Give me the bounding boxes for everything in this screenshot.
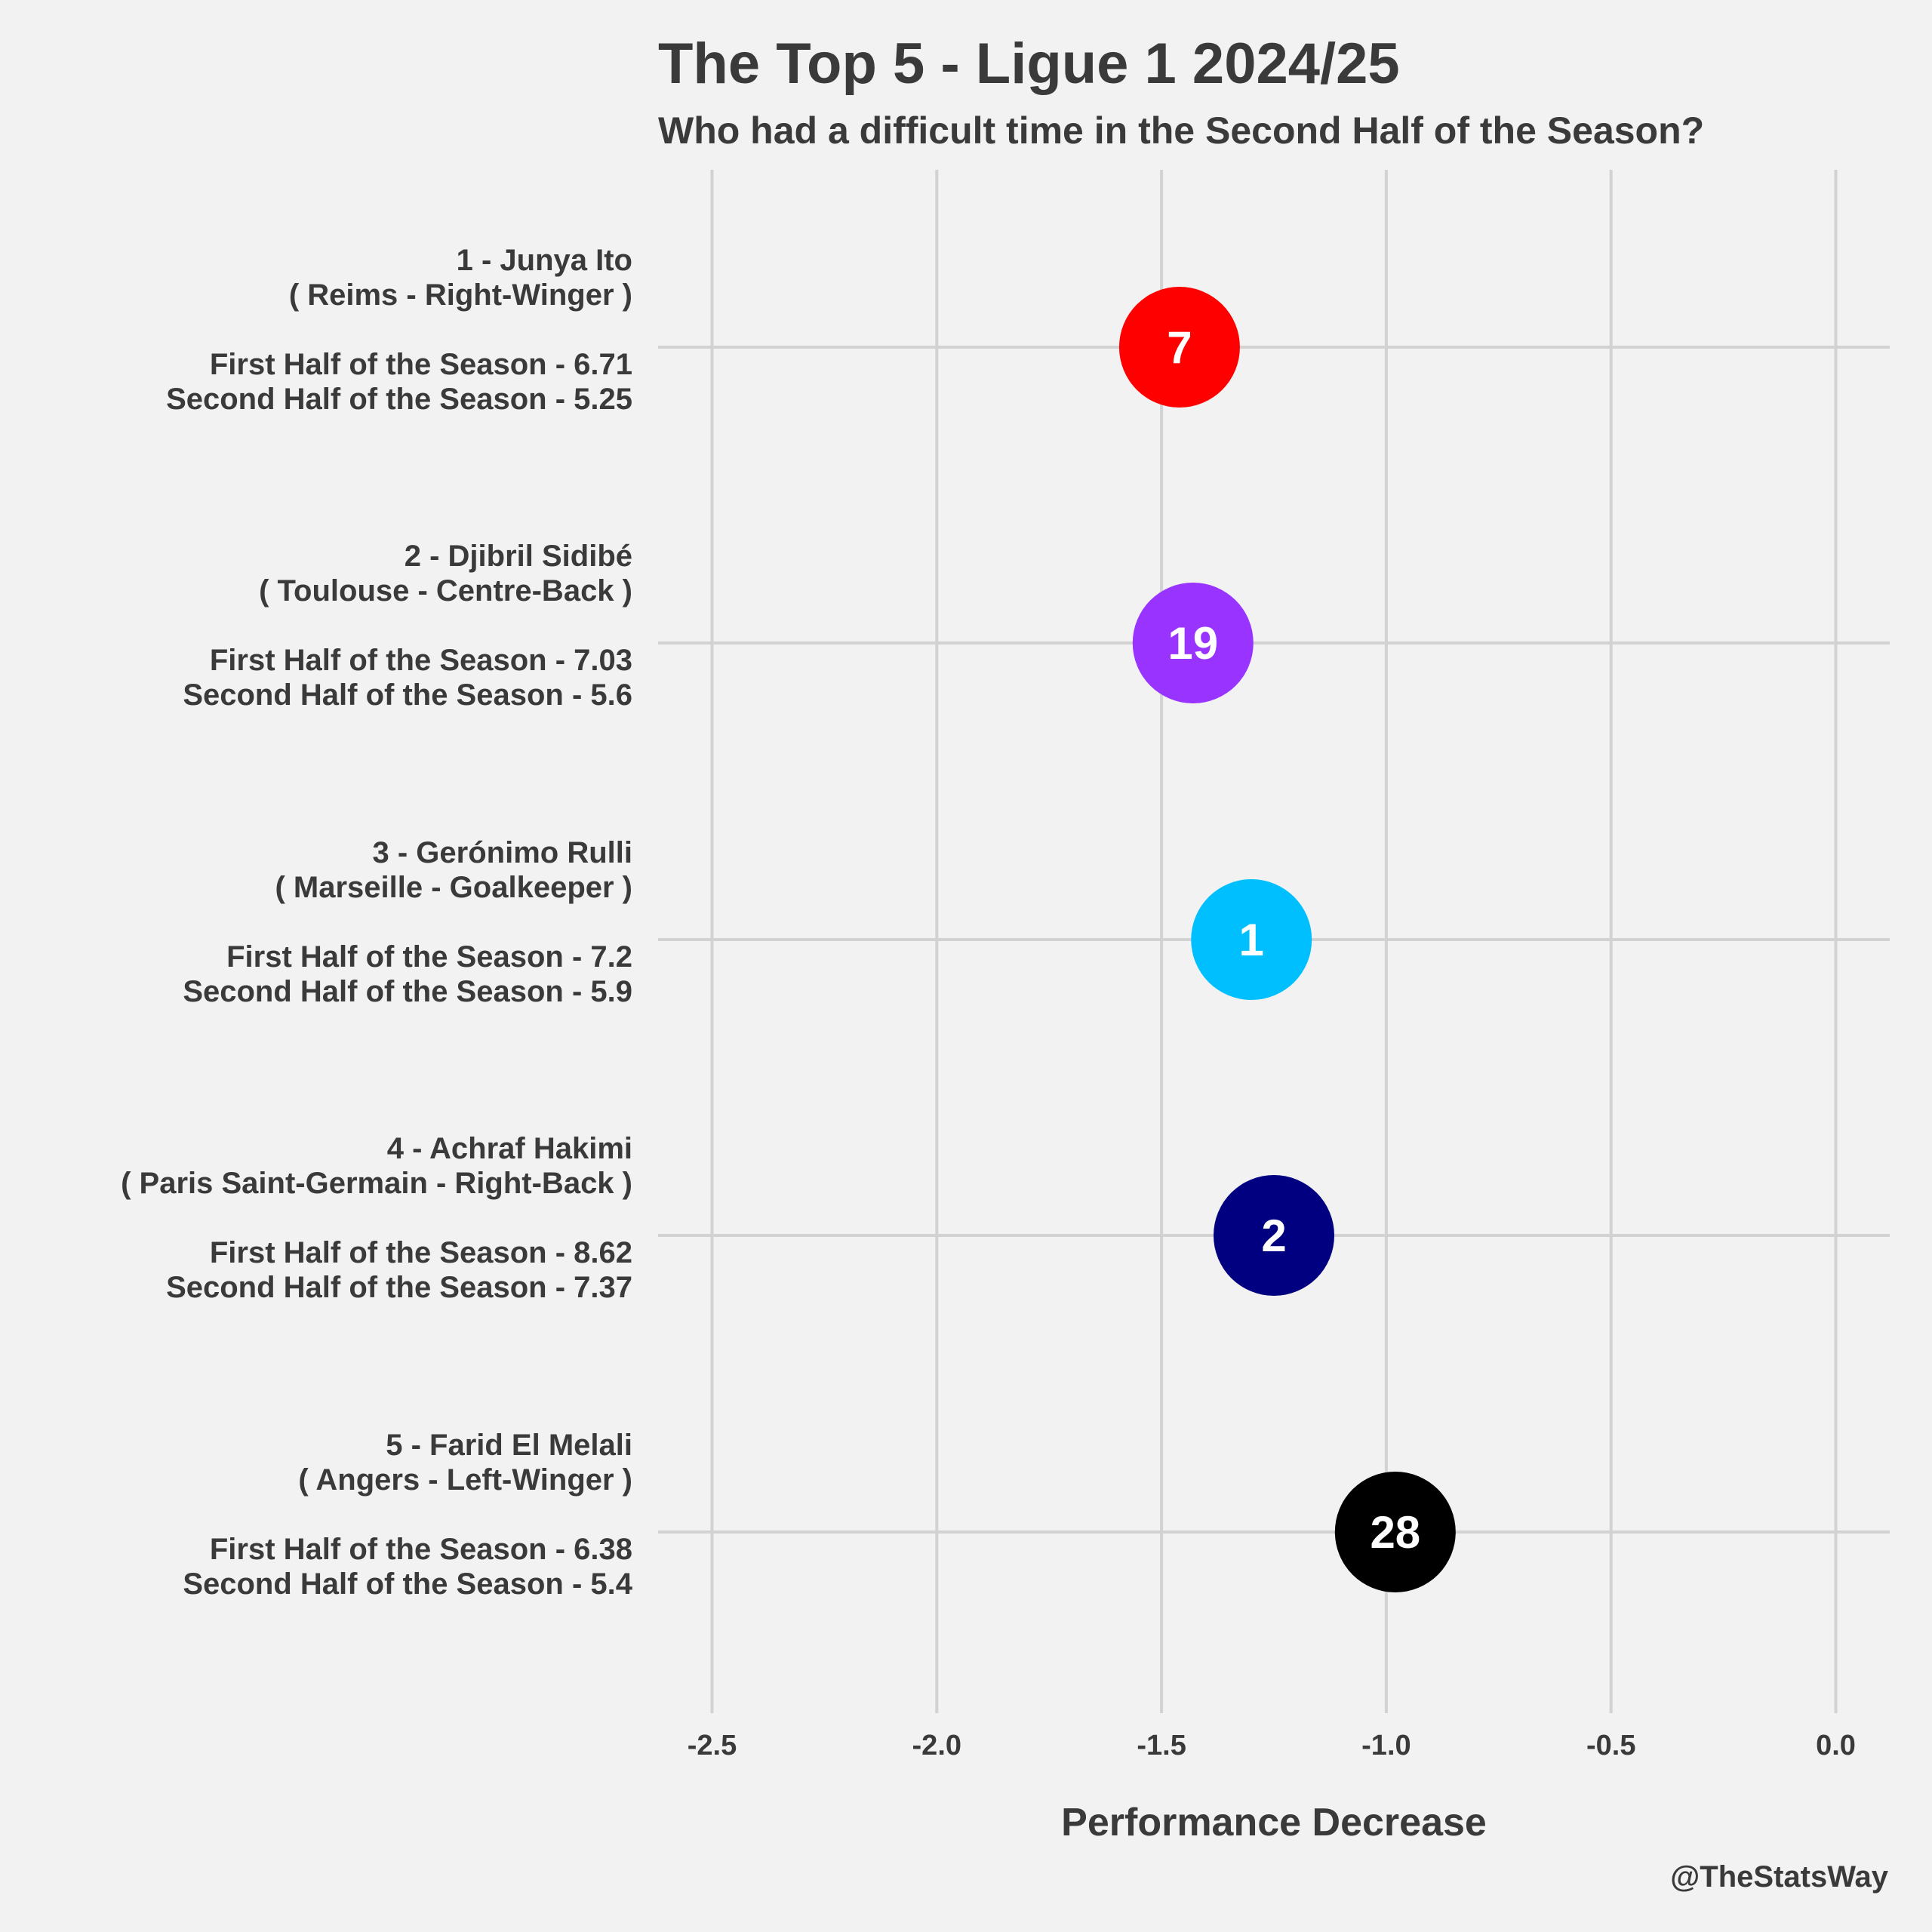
player-label: 4 - Achraf Hakimi( Paris Saint-Germain -… [121,1132,632,1304]
x-tick-label: -1.0 [1361,1730,1411,1761]
player-label-second-line: Second Half of the Season - 7.37 [166,1271,632,1304]
player-label-club-line: ( Reims - Right-Winger ) [289,278,632,312]
x-axis-label: Performance Decrease [1061,1801,1487,1844]
x-tick-label: 0.0 [1816,1730,1856,1761]
vertical-gridlines [710,170,1838,1713]
player-label: 5 - Farid El Melali( Angers - Left-Winge… [183,1429,632,1601]
player-point [1334,1472,1456,1592]
shirt-number-label: 7 [1167,322,1192,373]
x-tick-label: -1.5 [1137,1730,1186,1761]
shirt-number-label: 2 [1261,1211,1286,1261]
player-label-club-line: ( Marseille - Goalkeeper ) [275,871,632,904]
player-label-club-line: ( Paris Saint-Germain - Right-Back ) [121,1167,632,1200]
player-label-rank-line: 3 - Gerónimo Rulli [373,836,632,869]
player-label: 1 - Junya Ito( Reims - Right-Winger ) Fir… [166,244,632,416]
player-label-club-line: ( Toulouse - Centre-Back ) [259,574,632,608]
data-points: 7 19 1 2 28 [1118,287,1456,1592]
player-label-first-line: First Half of the Season - 7.03 [210,644,632,677]
shirt-number-label: 1 [1239,915,1264,965]
x-tick-label: -0.5 [1586,1730,1635,1761]
player-point [1118,287,1240,408]
player-label-first-line: First Half of the Season - 6.38 [210,1533,632,1566]
player-point [1132,583,1254,703]
player-label: 3 - Gerónimo Rulli( Marseille - Goalkeep… [183,836,632,1008]
player-label-second-line: Second Half of the Season - 5.4 [183,1567,632,1601]
player-label-first-line: First Half of the Season - 8.62 [210,1236,632,1269]
player-point [1191,879,1312,1000]
player-label-rank-line: 4 - Achraf Hakimi [387,1132,632,1165]
player-label-club-line: ( Angers - Left-Winger ) [298,1463,632,1497]
x-tick-label: -2.0 [912,1730,961,1761]
chart-title: The Top 5 - Ligue 1 2024/25 [658,32,1400,96]
player-label-first-line: First Half of the Season - 6.71 [210,348,632,381]
player-label-second-line: Second Half of the Season - 5.6 [183,678,632,712]
player-label-first-line: First Half of the Season - 7.2 [226,940,632,974]
shirt-number-label: 28 [1370,1507,1420,1558]
player-label-second-line: Second Half of the Season - 5.9 [183,975,632,1008]
x-tick-label: -2.5 [688,1730,737,1761]
player-label-rank-line: 5 - Farid El Melali [386,1429,632,1462]
chart-subtitle: Who had a difficult time in the Second H… [658,109,1704,152]
player-label-rank-line: 1 - Junya Ito [457,244,632,277]
player-labels: 1 - Junya Ito( Reims - Right-Winger ) Fir… [121,244,633,1601]
player-label-rank-line: 2 - Djibril Sidibé [405,540,632,573]
shirt-number-label: 19 [1168,618,1218,669]
x-tick-labels: -2.5 -2.0 -1.5 -1.0 -0.5 0.0 [688,1730,1856,1761]
player-label-second-line: Second Half of the Season - 5.25 [166,383,632,416]
player-label: 2 - Djibril Sidibé( Toulouse - Centre-Ba… [183,540,632,712]
caption: @TheStatsWay [1670,1860,1888,1894]
player-point [1214,1175,1334,1296]
